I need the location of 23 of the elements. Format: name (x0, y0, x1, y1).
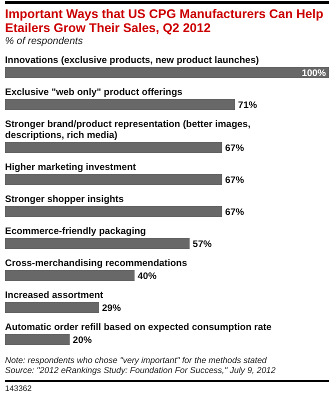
data-label: 100% (302, 68, 327, 79)
y-tick-label: Increased assortment (5, 290, 104, 301)
y-tick-label: Stronger brand/product representation (better images, descriptions, rich media) (5, 119, 250, 141)
data-label: 67% (225, 207, 245, 218)
y-tick-label: Ecommerce-friendly packaging (5, 226, 146, 237)
text: 143362 (5, 384, 32, 393)
data-label: 29% (102, 303, 122, 314)
y-tick-label: Exclusive "web only" product offerings (5, 87, 182, 98)
y-tick-label: Higher marketing investment (5, 162, 137, 173)
y-tick-label: Innovations (exclusive products, new product launches) (5, 55, 259, 66)
y-tick-label: Stronger shopper insights (5, 194, 124, 205)
chart-subtitle: % of respondents (5, 36, 83, 47)
annotation: Note: respondents who chose "very important" for the methods stated (5, 355, 267, 365)
data-label: 71% (238, 100, 258, 111)
data-label: 57% (192, 239, 212, 250)
data-label: 20% (72, 335, 92, 346)
data-label: 40% (138, 271, 158, 282)
y-tick-label: Cross-merchandising recommendations (5, 258, 188, 269)
data-label: 67% (225, 143, 245, 154)
source-note: Source: "2012 eRankings Study: Foundation For Success," July 9, 2012 (5, 365, 276, 375)
data-label: 67% (225, 175, 245, 186)
chart-title: Important Ways that US CPG Manufacturers Can Help Etailers Grow Their Sales, Q2 2012 (5, 7, 324, 35)
y-tick-label: Automatic order refill based on expected consumption rate (5, 322, 272, 333)
